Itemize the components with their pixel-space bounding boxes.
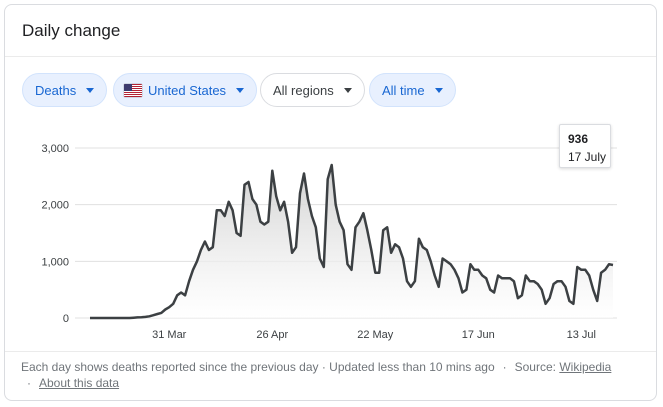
y-tick-label: 1,000 [41,256,69,268]
country-filter-chip[interactable]: United States [113,73,258,107]
y-tick-label: 0 [63,313,69,325]
chart-tooltip: 936 17 July [559,124,611,168]
x-tick-label: 26 Apr [256,329,288,341]
deaths-series-line [90,163,614,320]
about-data-link[interactable]: About this data [39,376,120,390]
x-tick-label: 17 Jun [462,329,495,341]
tooltip-date: 17 July [568,150,607,164]
us-flag-icon [124,83,142,97]
y-tick-label: 3,000 [41,143,69,155]
x-tick-label: 13 Jul [567,329,596,341]
time-filter-chip[interactable]: All time [369,73,456,107]
x-tick-label: 22 May [357,329,394,341]
card-title: Daily change [22,21,121,40]
metric-filter-chip[interactable]: Deaths [22,73,108,107]
metric-filter-label: Deaths [35,82,77,98]
daily-change-card: Daily change Deaths United States All re… [4,4,657,401]
footer: Each day shows deaths reported since the… [21,360,612,390]
country-filter-label: United States [148,82,227,98]
chevron-down-icon [86,87,95,93]
chevron-down-icon [434,87,443,93]
y-tick-label: 2,000 [41,200,69,212]
daily-deaths-chart[interactable]: 0 1,000 2,000 3,000 31 Mar 26 Apr 22 May 17 Ju… [5,115,657,345]
wikipedia-link[interactable]: Wikipedia [559,360,612,374]
chevron-down-icon [343,87,352,93]
region-filter-label: All regions [273,82,334,98]
footer-note: Each day shows deaths reported since the… [21,360,495,374]
region-filter-chip[interactable]: All regions [260,73,365,107]
source-label: Source: [514,360,556,374]
header-divider [5,56,656,57]
x-tick-label: 31 Mar [152,329,187,341]
time-filter-label: All time [382,82,425,98]
deaths-area [90,165,613,318]
tooltip-value: 936 [568,132,589,146]
chevron-down-icon [236,87,245,93]
footer-divider [5,351,656,352]
